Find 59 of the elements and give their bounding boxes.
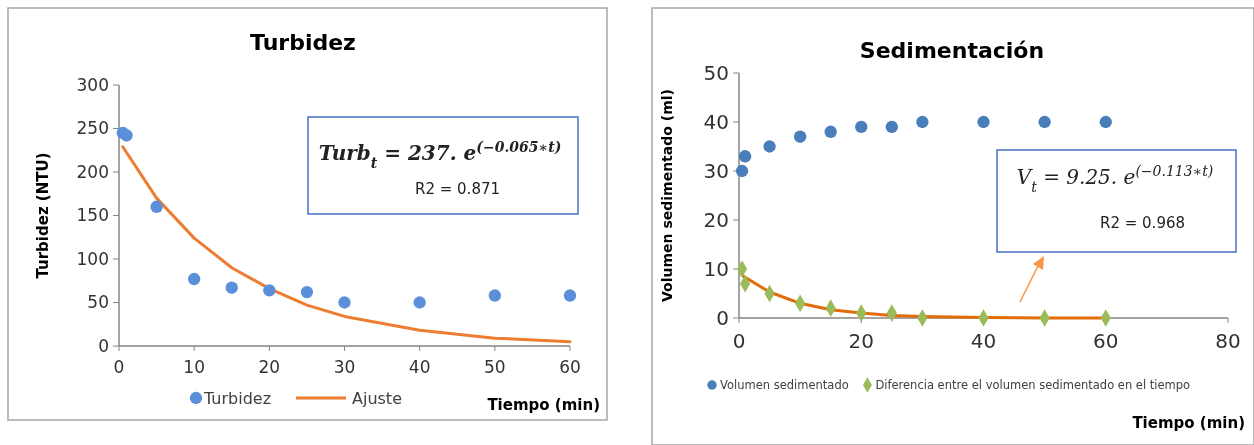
chart-title: Sedimentación xyxy=(859,38,1045,63)
y-axis-title: Turbidez (NTU) xyxy=(34,152,52,279)
y-tick-label: 50 xyxy=(703,61,729,85)
x-tick-label: 0 xyxy=(732,329,746,353)
x-axis-title: Tiempo (min) xyxy=(1132,414,1245,432)
y-tick-label: 250 xyxy=(76,118,109,139)
y-tick-label: 10 xyxy=(703,257,729,281)
legend-label: Turbidez xyxy=(203,388,272,408)
point xyxy=(885,120,898,134)
y-tick-label: 150 xyxy=(76,205,109,226)
legend-label: Volumen sedimentado xyxy=(720,378,849,393)
point xyxy=(738,150,752,163)
point xyxy=(855,120,868,134)
point xyxy=(338,296,351,309)
y-tick-label: 20 xyxy=(703,208,729,232)
point xyxy=(263,284,276,297)
point xyxy=(916,115,929,129)
x-tick-label: 20 xyxy=(848,329,874,353)
annotation: R2 = 0.968 xyxy=(1100,214,1186,232)
point xyxy=(225,281,238,294)
y-tick-label: 30 xyxy=(703,159,729,183)
y-axis-title: Volumen sedimentado (ml) xyxy=(659,89,675,302)
x-tick-label: 30 xyxy=(333,357,356,377)
annotation: V$_{t}$ = 9.25. e$^{(−0.113∗t)}$ xyxy=(1016,163,1214,195)
x-tick-label: 80 xyxy=(1215,329,1241,353)
x-tick-label: 50 xyxy=(484,357,506,377)
point xyxy=(488,289,502,302)
x-tick-label: 20 xyxy=(258,357,281,377)
annotation: R2 = 0.871 xyxy=(415,180,501,198)
point xyxy=(977,115,990,129)
chart-title: Turbidez xyxy=(250,30,356,55)
y-tick-label: 200 xyxy=(76,161,109,182)
x-axis-title: Tiempo (min) xyxy=(487,396,600,414)
x-tick-label: 40 xyxy=(408,357,431,377)
x-tick-label: 40 xyxy=(970,329,997,353)
point xyxy=(1038,115,1051,129)
point xyxy=(1099,115,1112,129)
y-tick-label: 0 xyxy=(716,306,729,330)
x-tick-label: 60 xyxy=(1093,329,1119,353)
point xyxy=(300,285,314,299)
point xyxy=(563,289,577,302)
point xyxy=(824,125,837,138)
point xyxy=(793,130,807,143)
point xyxy=(120,129,133,142)
point xyxy=(187,272,201,286)
annotation: Turb$_{t}$ = 237. e$^{(−0.065∗t)}$ xyxy=(318,139,562,171)
point xyxy=(413,296,426,309)
legend-label: Ajuste xyxy=(352,388,402,408)
point xyxy=(763,140,776,153)
point xyxy=(735,164,749,178)
y-tick-label: 50 xyxy=(87,292,109,313)
x-tick-label: 0 xyxy=(113,357,125,377)
point xyxy=(150,200,163,213)
y-tick-label: 40 xyxy=(703,110,729,134)
y-tick-label: 100 xyxy=(76,248,109,269)
x-tick-label: 10 xyxy=(183,357,205,377)
x-tick-label: 60 xyxy=(559,357,581,377)
y-tick-label: 300 xyxy=(76,74,109,95)
legend-label: Diferencia entre el volumen sedimentado en el tiempo xyxy=(875,378,1191,393)
